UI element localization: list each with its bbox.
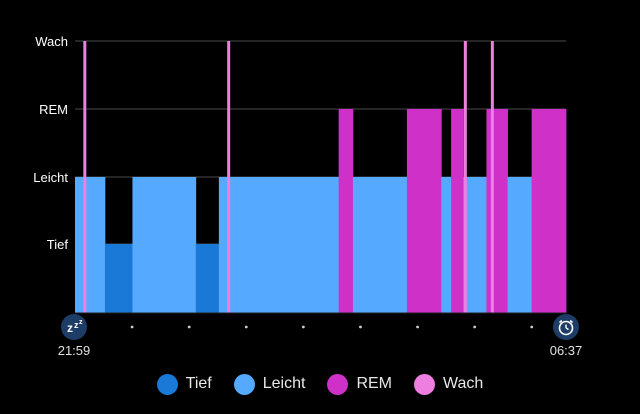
- stage-bar-rem-11: [486, 109, 508, 313]
- wake-marker-0: [83, 41, 87, 313]
- stage-bars: [75, 109, 567, 313]
- stage-bar-leicht-0: [75, 177, 106, 313]
- time-dot-7: [473, 325, 477, 329]
- legend-item-wach: Wach: [414, 373, 484, 395]
- time-dot-6: [416, 325, 419, 329]
- y-axis-labels: Tief Leicht REM Wach: [33, 34, 68, 252]
- stage-bar-leicht-12: [507, 177, 533, 313]
- legend-label-rem: REM: [356, 375, 393, 392]
- wake-marker-3: [490, 41, 494, 313]
- wake-marker-1: [227, 41, 231, 313]
- alarm-clock-icon: [553, 314, 579, 340]
- legend-swatch-rem: [327, 373, 349, 395]
- y-label-rem: REM: [39, 102, 68, 117]
- stage-bar-leicht-10: [463, 177, 487, 313]
- stage-bar-rem-9: [451, 109, 464, 313]
- stage-bar-rem-7: [406, 109, 442, 313]
- legend-item-tief: Tief: [156, 373, 212, 395]
- legend-swatch-leicht: [233, 373, 255, 395]
- y-label-wach: Wach: [35, 34, 68, 49]
- svg-text:z: z: [67, 321, 73, 335]
- stage-bar-tief-3: [195, 244, 220, 313]
- svg-text:z: z: [79, 319, 83, 326]
- time-dot-5: [359, 325, 362, 329]
- legend-item-leicht: Leicht: [233, 373, 306, 395]
- time-dot-2: [187, 325, 191, 329]
- stage-bar-rem-13: [531, 109, 567, 313]
- wake-markers: [83, 41, 494, 313]
- y-label-leicht: Leicht: [33, 170, 68, 185]
- time-dot-1: [130, 325, 134, 329]
- time-dot-3: [244, 325, 248, 329]
- stage-bar-leicht-4: [218, 177, 340, 313]
- y-label-tief: Tief: [47, 237, 69, 252]
- legend-label-leicht: Leicht: [262, 375, 306, 392]
- time-dot-8: [530, 325, 534, 329]
- stage-bar-rem-5: [338, 109, 354, 313]
- stage-bar-tief-1: [104, 244, 133, 313]
- svg-text:z: z: [74, 320, 79, 330]
- wake-marker-2: [463, 41, 467, 313]
- legend-item-rem: REM: [327, 373, 393, 395]
- legend-swatch-tief: [156, 373, 178, 395]
- time-dot-4: [301, 325, 305, 329]
- sleep-zzz-icon: z z z: [61, 314, 87, 340]
- stage-bar-leicht-2: [132, 177, 197, 313]
- end-time-label: 06:37: [550, 343, 583, 358]
- legend-swatch-wach: [414, 373, 436, 395]
- chart-legend: Tief Leicht REM Wach: [0, 370, 640, 398]
- start-time-label: 21:59: [58, 343, 91, 358]
- stage-bar-leicht-6: [352, 177, 408, 313]
- time-axis-dots: [130, 325, 534, 329]
- legend-label-tief: Tief: [185, 375, 212, 392]
- legend-label-wach: Wach: [443, 375, 484, 392]
- stage-bar-leicht-8: [441, 177, 452, 313]
